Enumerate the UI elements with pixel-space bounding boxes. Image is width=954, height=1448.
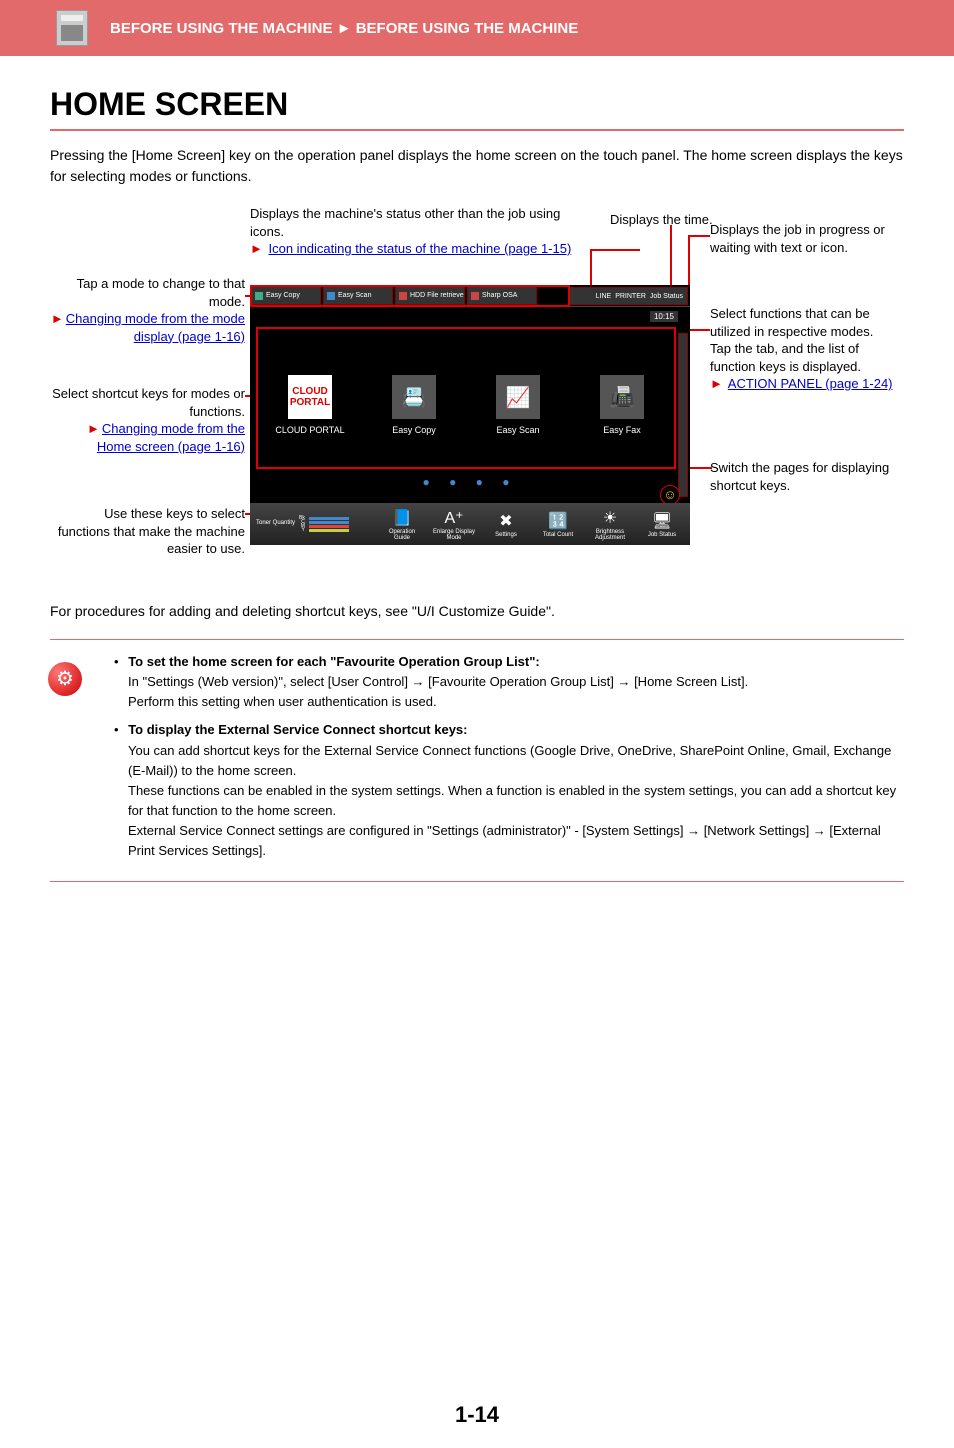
tab-easy-scan[interactable]: Easy Scan	[323, 286, 393, 305]
link-arrow-icon: ►	[710, 376, 723, 391]
link-home-screen-mode[interactable]: Changing mode from the Home screen (page…	[97, 421, 245, 454]
link-status-icons[interactable]: Icon indicating the status of the machin…	[269, 241, 572, 256]
guide-icon: 📘	[380, 508, 424, 528]
jobstatus-icon: 🖥	[640, 511, 684, 531]
shortcut-area: CLOUD PORTAL CLOUD PORTAL 📇 Easy Copy 📈 …	[256, 327, 676, 469]
fixed-keys-footer: Toner Quantity Bk C M Y 📘Operation Guide…	[250, 503, 690, 545]
cloud-portal-icon: CLOUD PORTAL	[288, 375, 332, 419]
callout-job-progress: Displays the job in progress or waiting …	[710, 221, 900, 256]
link-arrow-icon: ►	[250, 241, 263, 256]
osa-icon	[471, 292, 479, 300]
enlarge-icon: A⁺	[432, 508, 476, 528]
callout-mode-tap: Tap a mode to change to that mode. ►Chan…	[50, 275, 245, 345]
tile-easy-scan[interactable]: 📈 Easy Scan	[478, 375, 558, 435]
footer-operation-guide[interactable]: 📘Operation Guide	[380, 508, 424, 541]
callout-easier-keys: Use these keys to select functions that …	[50, 505, 245, 558]
note-item-2: To display the External Service Connect …	[114, 720, 904, 861]
page-dots[interactable]: ● ● ● ●	[250, 475, 690, 489]
touch-panel-screenshot: Easy Copy Easy Scan HDD File retrieve Sh…	[250, 285, 690, 545]
scan-icon	[327, 292, 335, 300]
footer-brightness[interactable]: ☀Brightness Adjustment	[588, 508, 632, 541]
gear-icon: ⚙	[48, 662, 82, 696]
link-mode-display[interactable]: Changing mode from the mode display (pag…	[66, 311, 245, 344]
link-arrow-icon: ►	[51, 311, 64, 326]
footer-settings[interactable]: ✖Settings	[484, 511, 528, 538]
link-arrow-icon: ►	[87, 421, 100, 436]
job-status-label[interactable]: Job Status	[650, 293, 683, 300]
breadcrumb: BEFORE USING THE MACHINE ► BEFORE USING …	[110, 20, 578, 37]
notes-block: ⚙ To set the home screen for each "Favou…	[50, 639, 904, 882]
tile-easy-fax[interactable]: 📠 Easy Fax	[582, 375, 662, 435]
tab-hdd-retrieve[interactable]: HDD File retrieve	[395, 286, 465, 305]
home-screen-diagram: Displays the machine's status other than…	[50, 205, 904, 595]
line-status: LINE	[596, 293, 612, 300]
settings-icon: ✖	[484, 511, 528, 531]
status-block: LINE PRINTER Job Status	[568, 287, 688, 305]
count-icon: 🔢	[536, 511, 580, 531]
manual-section-icon	[56, 10, 88, 46]
customize-guide-note: For procedures for adding and deleting s…	[50, 603, 904, 619]
mode-tabs: Easy Copy Easy Scan HDD File retrieve Sh…	[250, 285, 690, 307]
breadcrumb-left: BEFORE USING THE MACHINE	[110, 20, 333, 37]
callout-action-panel: Select functions that can be utilized in…	[710, 305, 905, 393]
page-number: 1-14	[0, 1402, 954, 1448]
note-item-1: To set the home screen for each "Favouri…	[114, 652, 904, 712]
easy-fax-icon: 📠	[600, 375, 644, 419]
tab-easy-copy[interactable]: Easy Copy	[251, 286, 321, 305]
easy-copy-icon: 📇	[392, 375, 436, 419]
callout-status-icons: Displays the machine's status other than…	[250, 205, 590, 258]
footer-enlarge[interactable]: A⁺Enlarge Display Mode	[432, 508, 476, 541]
page-switch-icon[interactable]: ☺	[660, 485, 680, 505]
breadcrumb-sep: ►	[337, 20, 352, 37]
page-title: HOME SCREEN	[50, 86, 904, 131]
tab-sharp-osa[interactable]: Sharp OSA	[467, 286, 537, 305]
breadcrumb-right: BEFORE USING THE MACHINE	[356, 20, 579, 37]
brightness-icon: ☀	[588, 508, 632, 528]
tile-easy-copy[interactable]: 📇 Easy Copy	[374, 375, 454, 435]
footer-job-status[interactable]: 🖥Job Status	[640, 511, 684, 538]
tile-cloud-portal[interactable]: CLOUD PORTAL CLOUD PORTAL	[270, 375, 350, 435]
printer-status: PRINTER	[615, 293, 646, 300]
header-bar: BEFORE USING THE MACHINE ► BEFORE USING …	[0, 0, 954, 56]
toner-quantity: Toner Quantity Bk C M Y	[256, 516, 349, 532]
action-panel-tab[interactable]	[678, 333, 688, 497]
footer-total-count[interactable]: 🔢Total Count	[536, 511, 580, 538]
hdd-icon	[399, 292, 407, 300]
intro-text: Pressing the [Home Screen] key on the op…	[50, 145, 904, 187]
toner-bars	[309, 517, 349, 532]
callout-switch-pages: Switch the pages for displaying shortcut…	[710, 459, 900, 494]
easy-scan-icon: 📈	[496, 375, 540, 419]
clock: 10:15	[650, 311, 678, 322]
callout-shortcut: Select shortcut keys for modes or functi…	[50, 385, 245, 455]
copy-icon	[255, 292, 263, 300]
link-action-panel[interactable]: ACTION PANEL (page 1-24)	[728, 376, 893, 391]
